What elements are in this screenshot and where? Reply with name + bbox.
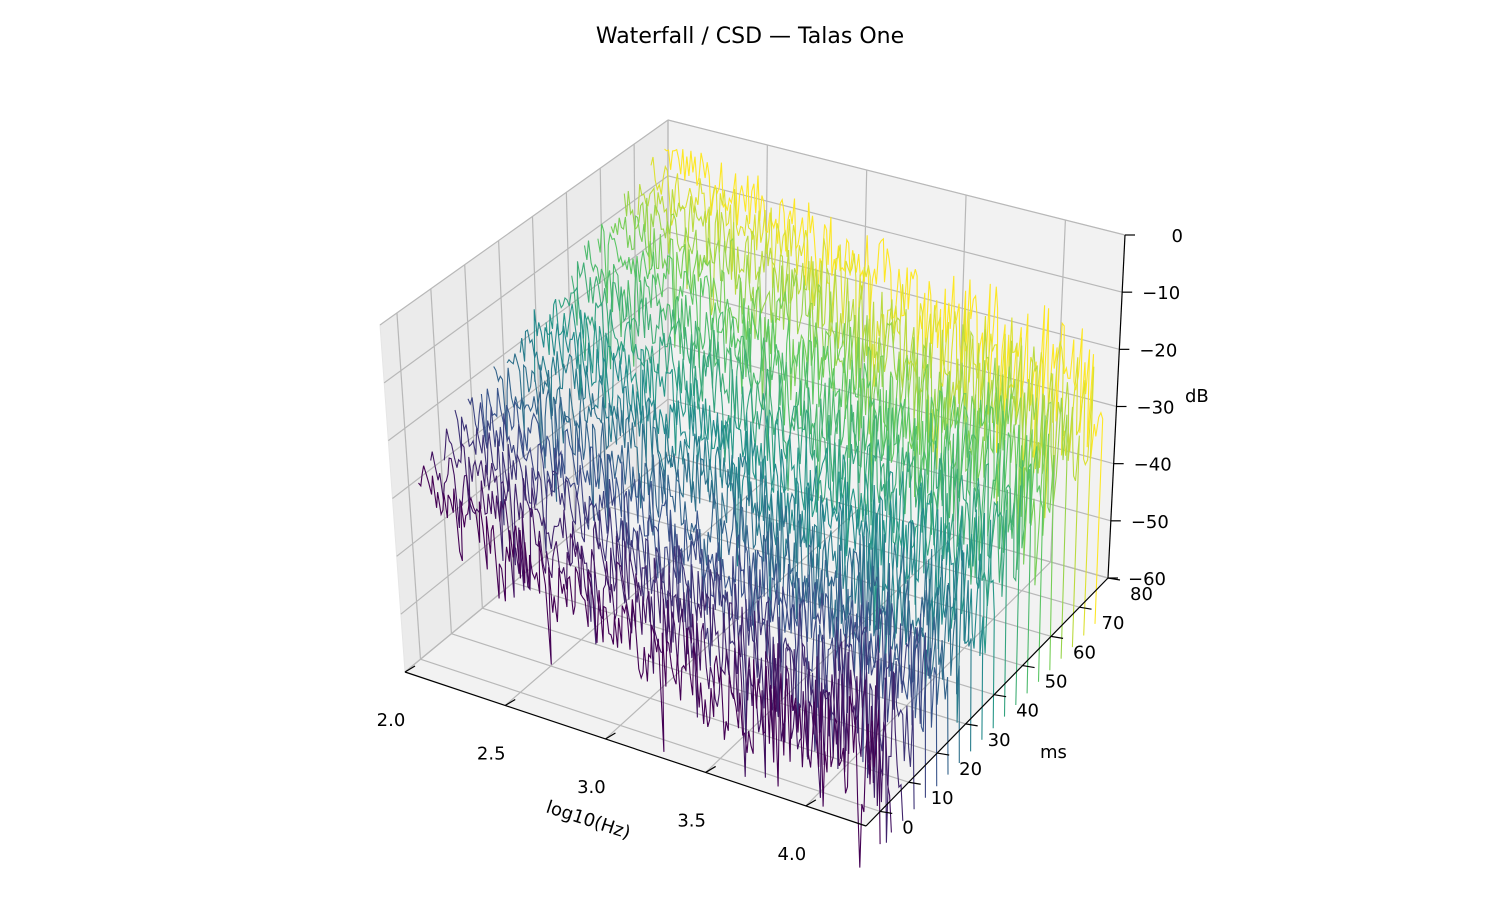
y-tick-mark: [880, 810, 893, 815]
grid-line-x: [705, 534, 956, 773]
y-tick-mark: [937, 752, 950, 756]
axes-panes: [379, 119, 1126, 827]
x-axis-line: [404, 671, 867, 827]
y-axis-line: [865, 577, 1109, 827]
y-tick-label: 80: [1130, 584, 1153, 605]
grid-line-z: [404, 454, 669, 673]
chart-title: Waterfall / CSD — Talas One: [596, 24, 904, 49]
series-line-16ms: [467, 397, 926, 798]
y-tick-mark: [1050, 635, 1064, 639]
y-tick-label: 50: [1045, 672, 1068, 693]
z-tick-label: −10: [1142, 283, 1180, 304]
series-line-32ms: [519, 329, 972, 752]
series-line-40ms: [545, 299, 995, 729]
y-tick-label: 30: [988, 730, 1011, 751]
y-tick-mark: [965, 723, 978, 727]
y-tick-mark: [1022, 664, 1035, 669]
series-line-24ms: [493, 366, 949, 775]
z-tick-label: −30: [1137, 398, 1175, 419]
x-tick-label: 3.0: [577, 777, 606, 798]
series-line-76ms: [664, 148, 1104, 624]
z-tick-label: 0: [1172, 226, 1183, 247]
series-line-48ms: [571, 261, 1022, 706]
z-axis-label: dB: [1185, 386, 1209, 407]
x-axis-label: log10(Hz): [543, 797, 633, 844]
y-tick-label: 40: [1016, 701, 1039, 722]
series-line-20ms: [480, 387, 938, 787]
grid-line-z: [383, 175, 669, 384]
x-tick-label: 2.5: [477, 743, 506, 764]
series-line-44ms: [558, 285, 1007, 717]
y-axis-label: ms: [1040, 742, 1067, 763]
grid-line-y: [575, 531, 1023, 667]
grid-line-y: [605, 505, 1052, 637]
y-tick-label: 0: [902, 817, 913, 838]
y-tick-mark: [908, 781, 921, 785]
z-tick-label: −60: [1128, 569, 1166, 590]
x-tick-mark: [404, 665, 416, 673]
x-tick-label: 2.0: [377, 710, 406, 731]
series-lines: [418, 148, 1104, 868]
x-tick-mark: [805, 799, 817, 807]
z-tick-label: −20: [1139, 340, 1177, 361]
y-tick-mark: [1079, 606, 1092, 610]
series-line-0ms: [418, 465, 881, 868]
x-tick-mark: [504, 698, 516, 706]
y-tick-mark: [994, 694, 1007, 698]
series-line-60ms: [610, 215, 1055, 671]
x-tick-label: 3.5: [677, 810, 706, 831]
grid-line-y: [420, 658, 881, 812]
y-tick-label: 20: [959, 759, 982, 780]
series-line-68ms: [637, 183, 1080, 648]
series-line-4ms: [430, 451, 892, 833]
grid-line-z: [667, 119, 1126, 236]
y-tick-label: 60: [1073, 642, 1096, 663]
grid-line-z: [379, 119, 669, 326]
y-tick-label: 70: [1102, 613, 1125, 634]
z-tick-label: −40: [1134, 455, 1172, 476]
grid-line-z: [396, 342, 669, 557]
x-tick-mark: [705, 765, 716, 773]
grid-line-x: [805, 561, 1052, 807]
x-tick-mark: [605, 732, 616, 740]
y-tick-label: 10: [931, 788, 954, 809]
z-tick-label: −50: [1131, 512, 1169, 533]
series-line-64ms: [623, 190, 1068, 659]
x-tick-label: 4.0: [778, 844, 807, 865]
